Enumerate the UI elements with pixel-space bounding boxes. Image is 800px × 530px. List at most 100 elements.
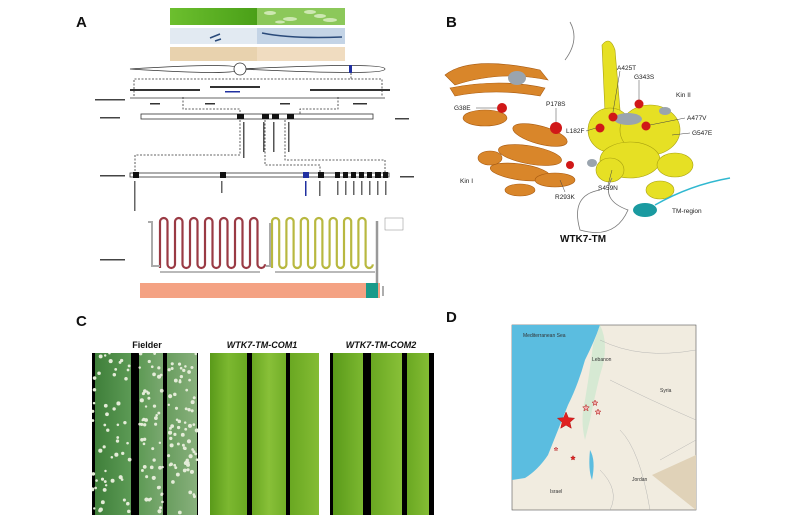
powdery-mildew-spot	[161, 465, 164, 469]
powdery-mildew-spot	[142, 437, 147, 441]
powdery-mildew-spot	[188, 490, 193, 495]
tm-region-bar	[366, 283, 378, 298]
powdery-mildew-spot	[157, 411, 161, 415]
powdery-mildew-spot	[177, 362, 182, 366]
powdery-mildew-spot	[152, 372, 156, 377]
mutation-label: P178S	[546, 101, 566, 108]
powdery-mildew-spot	[187, 370, 191, 374]
powdery-mildew-spot	[112, 407, 116, 411]
powdery-mildew-spot	[123, 420, 127, 425]
powdery-mildew-spot	[97, 371, 101, 376]
map-sea	[512, 325, 600, 480]
powdery-mildew-spot	[183, 421, 187, 424]
mutation-label: G547E	[692, 130, 713, 137]
powdery-mildew-spot	[179, 366, 183, 370]
powdery-mildew-spot	[142, 442, 146, 446]
powdery-mildew-spot	[154, 422, 158, 426]
powdery-mildew-spot	[186, 439, 192, 444]
powdery-mildew-spot	[150, 365, 154, 369]
powdery-mildew-spot	[122, 498, 126, 502]
powdery-mildew-spot	[94, 486, 97, 490]
powdery-mildew-spot	[98, 448, 103, 453]
wt-leaf-image	[170, 8, 257, 25]
powdery-mildew-spot	[170, 362, 174, 366]
powdery-mildew-spot	[173, 378, 178, 383]
powdery-mildew-spot	[155, 413, 158, 417]
powdery-mildew-spot	[188, 423, 192, 428]
powdery-mildew-spot	[173, 463, 177, 467]
powdery-mildew-spot	[182, 446, 187, 450]
map-label-lebanon: Lebanon	[592, 357, 612, 363]
powdery-mildew-spot	[141, 392, 145, 396]
powdery-mildew-spot	[179, 374, 184, 379]
powdery-mildew-spot	[127, 509, 131, 514]
powdery-mildew-spot	[195, 458, 198, 462]
mutation-label: A425T	[617, 65, 636, 72]
kin-i-domain	[444, 63, 576, 197]
domain-label-tm: TM-region	[672, 208, 702, 215]
powdery-mildew-spot	[142, 423, 147, 427]
powdery-mildew-spot	[170, 367, 174, 371]
powdery-mildew-spot	[194, 428, 198, 433]
powdery-mildew-spot	[114, 452, 119, 457]
zavitan-contig	[140, 113, 374, 120]
powdery-mildew-spot	[140, 437, 144, 442]
powdery-mildew-spot	[143, 389, 147, 393]
com1-leaf-image	[210, 353, 319, 515]
powdery-mildew-spot	[138, 353, 143, 356]
powdery-mildew-spot	[175, 472, 180, 477]
powdery-mildew-spot	[188, 454, 193, 459]
powdery-mildew-spot	[92, 487, 95, 492]
tm-helix	[633, 203, 657, 217]
powdery-mildew-spot	[147, 359, 151, 364]
powdery-mildew-spot	[186, 468, 190, 472]
kinase-domain-2-loops	[270, 216, 374, 270]
mutation-label: S459N	[598, 185, 618, 192]
powdery-mildew-spot	[116, 436, 120, 439]
powdery-mildew-spot	[167, 403, 171, 407]
powdery-mildew-spot	[180, 432, 185, 437]
powdery-mildew-spot	[98, 507, 103, 512]
powdery-mildew-spot	[139, 398, 144, 403]
powdery-mildew-spot	[146, 391, 150, 395]
panel-label-c: C	[76, 313, 87, 330]
map-label-jordan: Jordan	[632, 477, 648, 483]
powdery-mildew-spot	[151, 475, 156, 480]
com2-leaf-image	[330, 353, 434, 515]
domain-label-kin-i: Kin I	[460, 178, 473, 185]
powdery-mildew-spot	[102, 487, 107, 492]
powdery-mildew-spot	[177, 510, 182, 515]
wtk7-gene-model	[129, 172, 390, 178]
powdery-mildew-spot	[175, 418, 179, 422]
site-star-marker	[569, 454, 577, 461]
powdery-mildew-spot	[106, 428, 110, 432]
powdery-mildew-spot	[118, 475, 123, 480]
powdery-mildew-spot	[92, 387, 97, 392]
powdery-mildew-spot	[177, 419, 182, 424]
powdery-mildew-spot	[170, 424, 175, 428]
site-star-marker	[556, 411, 576, 429]
powdery-mildew-spot	[182, 368, 186, 372]
powdery-mildew-spot	[188, 378, 191, 382]
sample-title-com2: WTK7-TM-COM2	[345, 340, 417, 350]
powdery-mildew-spot	[192, 396, 196, 400]
mutation-sites	[497, 99, 651, 169]
powdery-mildew-spot	[110, 455, 114, 459]
powdery-mildew-spot	[190, 409, 194, 413]
powdery-mildew-spot	[138, 366, 141, 369]
powdery-mildew-spot	[152, 458, 156, 462]
powdery-mildew-spot	[92, 409, 95, 413]
protein-bar	[140, 283, 380, 298]
powdery-mildew-spot	[145, 475, 149, 479]
powdery-mildew-spot	[108, 359, 113, 364]
powdery-mildew-spot	[174, 406, 179, 410]
powdery-mildew-spot	[153, 353, 157, 355]
powdery-mildew-spot	[191, 448, 194, 451]
structure-title: WTK7-TM	[560, 234, 606, 245]
powdery-mildew-spot	[126, 441, 129, 445]
mutation-label: G343S	[634, 74, 655, 81]
powdery-mildew-spot	[140, 469, 144, 472]
